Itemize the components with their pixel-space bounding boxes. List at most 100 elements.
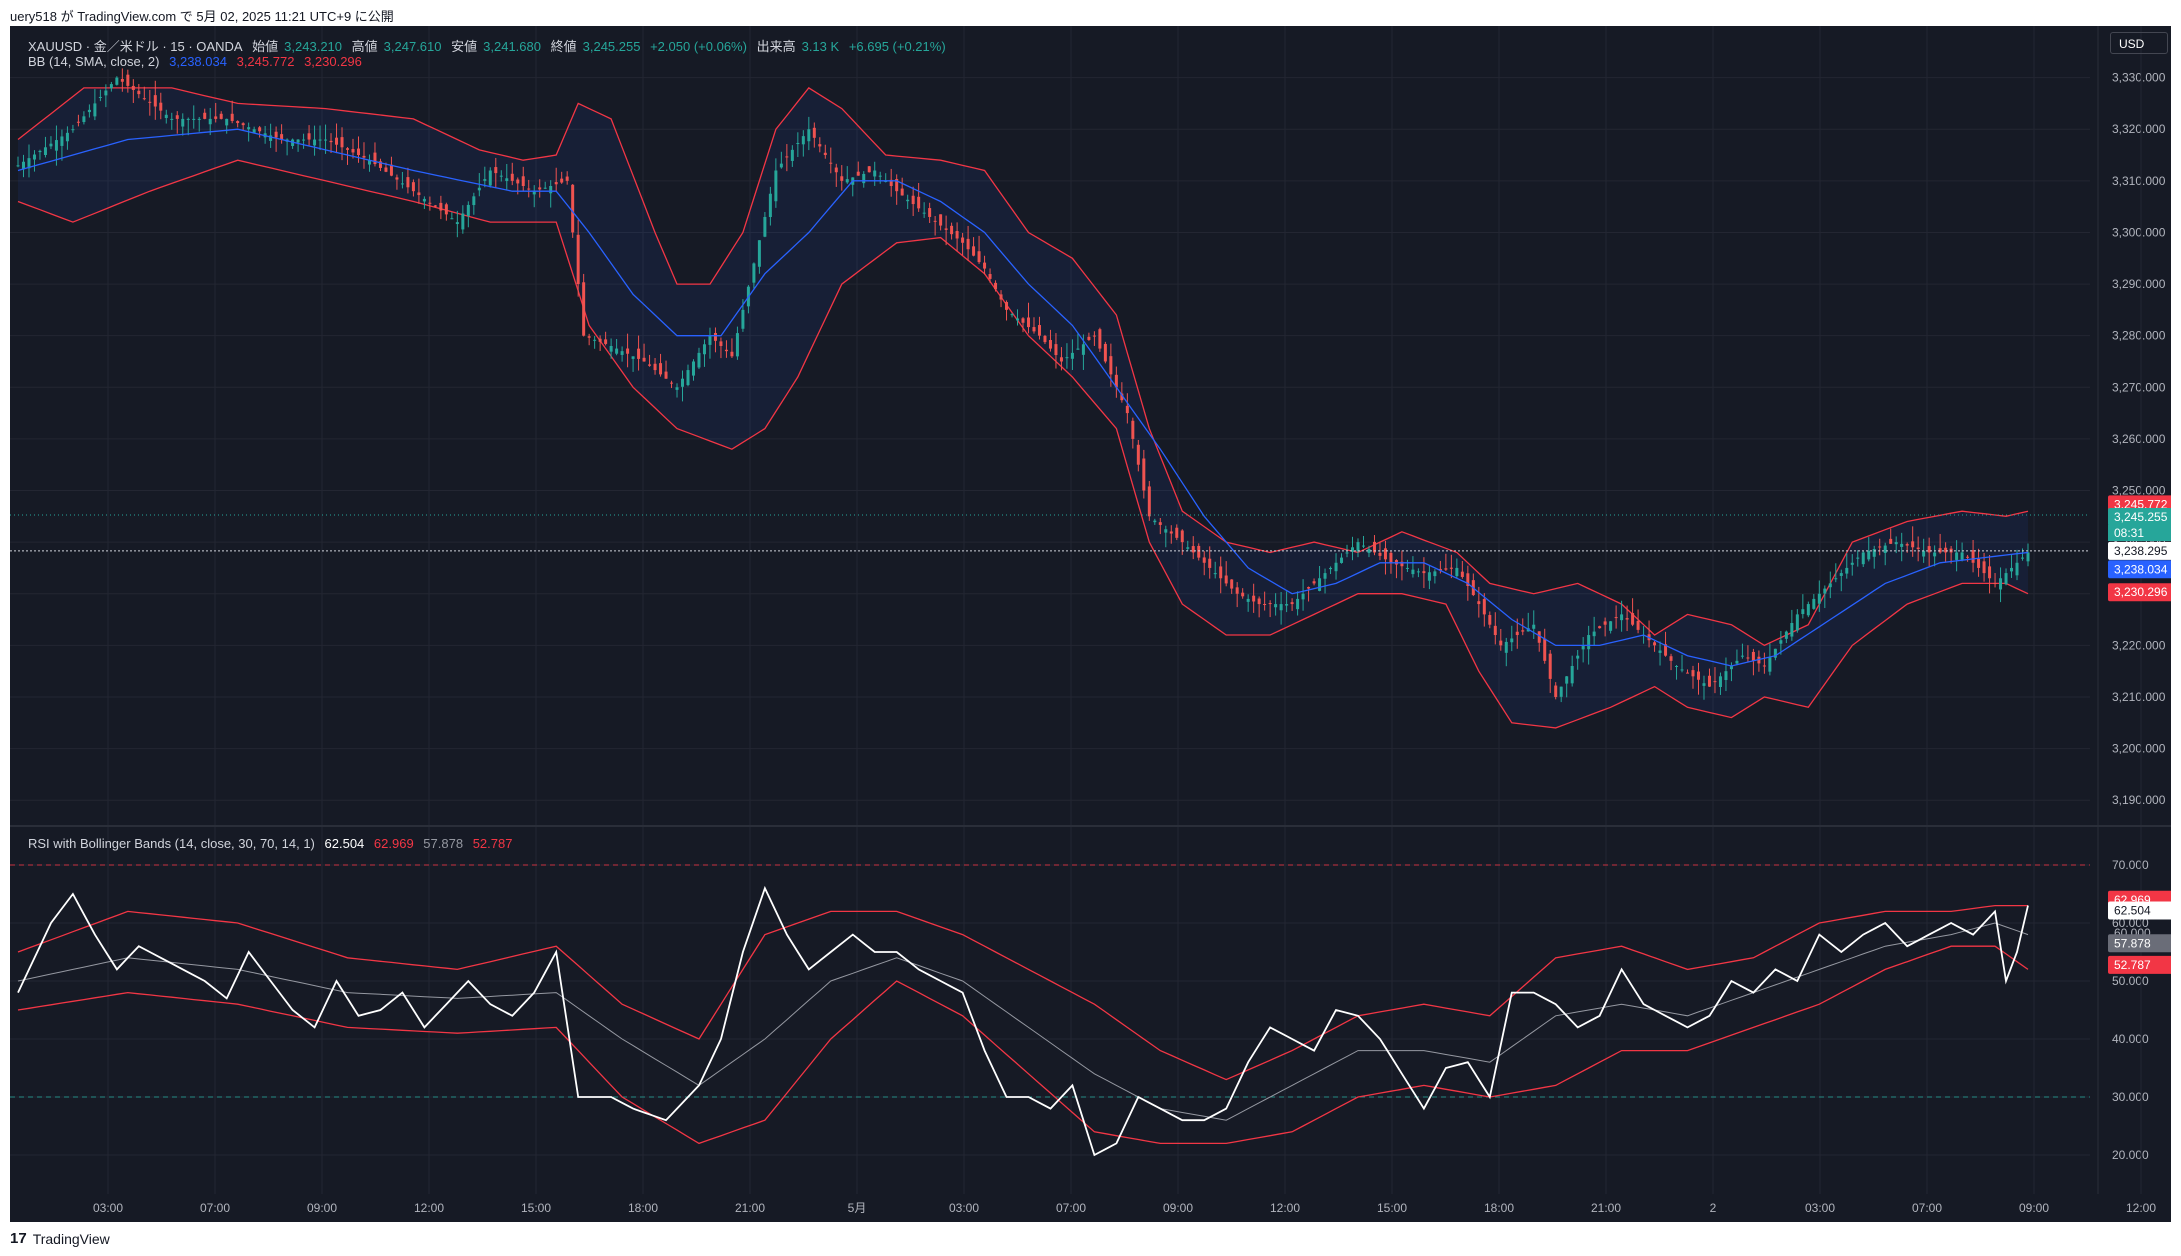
tradingview-logo-icon: 17 <box>10 1230 27 1247</box>
candle-body <box>219 113 223 119</box>
candle-body <box>642 357 646 362</box>
candle-body <box>598 338 602 342</box>
candle-body <box>2021 557 2025 559</box>
candle-body <box>1790 622 1794 637</box>
candle-body <box>845 179 849 183</box>
candle-body <box>1801 609 1805 615</box>
candle-body <box>807 129 811 142</box>
time-axis-label: 03:00 <box>949 1201 979 1215</box>
candle-body <box>197 118 201 120</box>
candle-body <box>1016 318 1020 321</box>
candle-body <box>829 162 833 164</box>
publish-caption: uery518 が TradingView.com で 5月 02, 2025 … <box>10 9 394 24</box>
candle-body <box>801 136 805 145</box>
last-price-badge-bg <box>2108 508 2171 527</box>
price-axis-label: 3,200.000 <box>2112 742 2166 756</box>
candle-body <box>1219 566 1223 579</box>
countdown-badge-bg <box>2108 525 2171 542</box>
candle-body <box>1175 527 1179 538</box>
bb-upper-line <box>17 87 2029 647</box>
rsi-title[interactable]: RSI with Bollinger Bands (14, close, 30,… <box>28 836 315 851</box>
candle-body <box>670 382 674 384</box>
change-value: +2.050 (+0.06%) <box>650 39 747 54</box>
candle-body <box>181 118 185 127</box>
candle-body <box>329 140 333 143</box>
candle-body <box>724 349 728 352</box>
rsi-bb-lower-line <box>17 945 2029 1145</box>
candle-body <box>691 361 695 376</box>
candle-body <box>538 187 542 190</box>
candle-body <box>1433 571 1437 577</box>
chart-canvas[interactable]: 3,190.000 3,200.000 3,210.000 3,220.000 3,23… <box>10 26 2171 1222</box>
candle-body <box>521 176 525 186</box>
candle-body <box>335 137 339 145</box>
candle-body <box>1158 522 1162 525</box>
candle-body <box>702 344 706 355</box>
candle-body <box>1098 329 1102 349</box>
volume-value: 3.13 K <box>801 39 840 54</box>
candle-body <box>148 101 152 103</box>
candle-body <box>1988 566 1992 579</box>
candle-body <box>1191 546 1195 553</box>
candle-body <box>1482 599 1486 615</box>
rsi-axis-label: 20.000 <box>2112 1148 2149 1162</box>
candle-body <box>1603 621 1607 625</box>
candle-body <box>812 127 816 138</box>
rsi-legend: RSI with Bollinger Bands (14, close, 30,… <box>28 836 518 851</box>
candle-body <box>1554 685 1558 697</box>
candle-body <box>955 231 959 239</box>
bb-title[interactable]: BB (14, SMA, close, 2) <box>28 54 160 69</box>
currency-selector[interactable]: USD <box>2110 32 2168 54</box>
candle-body <box>571 184 575 233</box>
candle-body <box>1197 545 1201 558</box>
symbol-title[interactable]: XAUUSD · 金／米ドル · 15 · OANDA <box>28 39 243 54</box>
price-axis-label: 3,270.000 <box>2112 380 2166 394</box>
candle-body <box>1455 567 1459 577</box>
candle-body <box>93 103 97 117</box>
candle-body <box>1301 593 1305 600</box>
candle-body <box>400 183 404 185</box>
candle-body <box>944 228 948 230</box>
bb-upper-value: 3,245.772 <box>236 54 295 69</box>
candle-body <box>708 335 712 345</box>
candle-body <box>477 187 481 191</box>
rsi-lower-badge-bg <box>2108 955 2171 974</box>
candle-body <box>1037 325 1041 336</box>
bb-lower-value: 3,230.296 <box>304 54 362 69</box>
candle-body <box>593 339 597 341</box>
candle-body <box>1416 571 1420 573</box>
candle-body <box>659 363 663 375</box>
candle-body <box>1751 651 1755 661</box>
candle-body <box>483 179 487 181</box>
candle-body <box>1702 683 1706 686</box>
candle-body <box>1444 568 1448 570</box>
candle-body <box>488 170 492 186</box>
candle-body <box>269 135 273 141</box>
candle-body <box>1768 657 1772 672</box>
chart-area[interactable]: 3,190.000 3,200.000 3,210.000 3,220.000 3,23… <box>10 26 2171 1222</box>
time-axis-label: 03:00 <box>93 1201 123 1215</box>
candle-body <box>1213 573 1217 575</box>
candle-body <box>889 179 893 186</box>
rsi-value: 62.504 <box>324 836 365 851</box>
candle-body <box>60 136 64 146</box>
candle-body <box>1235 587 1239 594</box>
candle-body <box>230 113 234 121</box>
candle-body <box>609 346 613 352</box>
rsi-upper-value: 62.969 <box>373 836 414 851</box>
time-axis-label: 15:00 <box>521 1201 551 1215</box>
candle-body <box>131 85 135 90</box>
candle-body <box>637 348 641 359</box>
candle-body <box>763 216 767 237</box>
candle-body <box>38 150 42 153</box>
candle-body <box>1938 548 1942 553</box>
candle-body <box>1510 638 1514 643</box>
brand-name[interactable]: TradingView <box>32 1230 110 1247</box>
candle-body <box>1675 666 1679 667</box>
time-axis-label: 18:00 <box>1484 1201 1514 1215</box>
candle-body <box>389 164 393 176</box>
candle-body <box>1334 562 1338 572</box>
time-axis-label: 09:00 <box>307 1201 337 1215</box>
close-value: 3,245.255 <box>582 39 641 54</box>
candle-body <box>115 77 119 85</box>
